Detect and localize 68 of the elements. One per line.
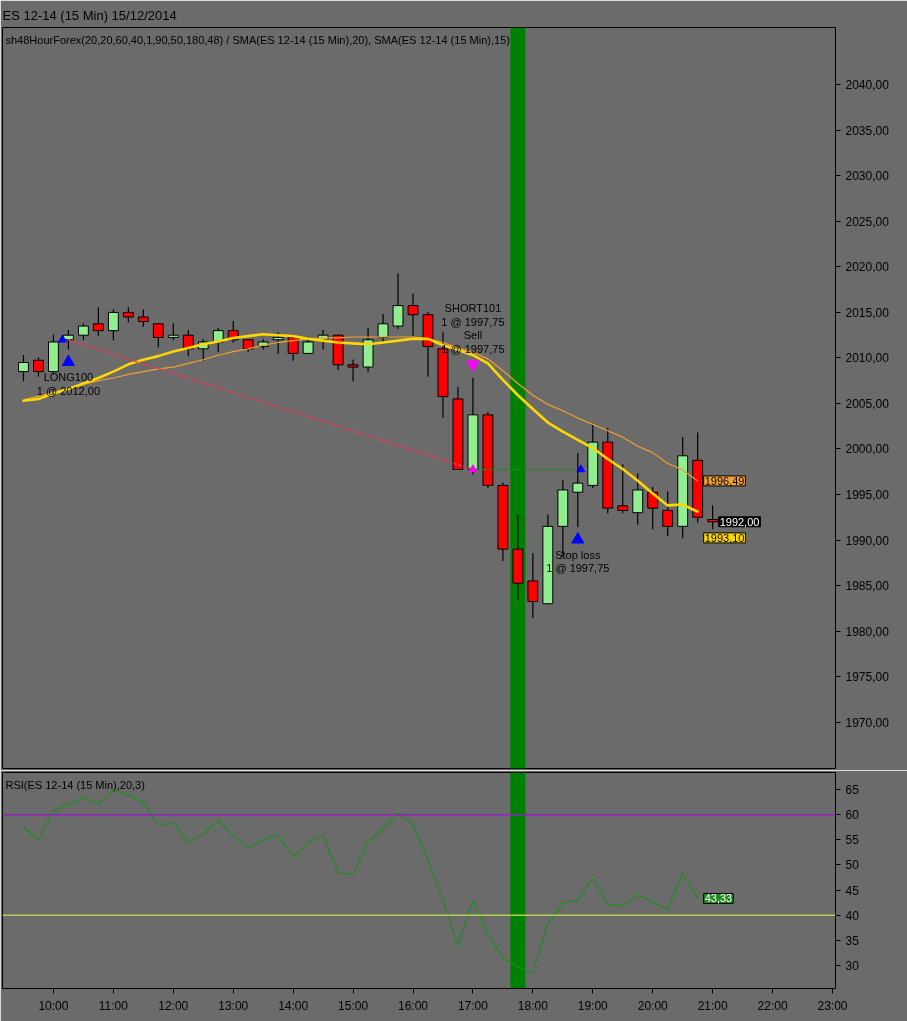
x-tick-label: 11:00 <box>98 998 129 1013</box>
y-tick-label: 1980,00 <box>845 624 890 639</box>
y-tick-label: 1990,00 <box>845 533 890 548</box>
point <box>468 464 478 473</box>
x-tick-label: 22:00 <box>757 998 788 1013</box>
y-tick-label: 60 <box>845 808 860 823</box>
candlestick <box>617 464 629 514</box>
line-series <box>22 332 699 514</box>
x-tick-label: 17:00 <box>457 998 489 1013</box>
x-tick-label: 12:00 <box>158 998 189 1013</box>
candlestick <box>18 355 29 382</box>
x-tick-label: 23:00 <box>817 998 848 1013</box>
x-tick-label: 19:00 <box>577 998 609 1013</box>
point <box>61 354 75 367</box>
chart-title: ES 12-14 (15 Min) 15/12/2014 <box>2 7 177 23</box>
x-tick-label: 21:00 <box>697 998 728 1013</box>
y-tick-label: 45 <box>845 883 860 898</box>
annotation: SHORT101 1 @ 1997,75 Sell 1 @ 1997,75 <box>441 301 505 356</box>
candlestick <box>272 332 284 354</box>
candlestick <box>632 473 644 525</box>
x-tick-label: 16:00 <box>397 998 429 1013</box>
candlestick <box>407 293 419 336</box>
y-tick-label: 50 <box>845 858 860 873</box>
candlestick <box>33 357 44 377</box>
y-tick-label: 2025,00 <box>845 214 890 229</box>
candlestick <box>572 452 584 527</box>
candlestick <box>107 309 119 341</box>
point <box>571 532 585 544</box>
y-tick-label: 40 <box>845 908 860 923</box>
y-tick-label: 2030,00 <box>845 169 890 184</box>
candlestick <box>527 553 539 618</box>
y-tick-label: 1970,00 <box>845 715 890 730</box>
y-tick-label: 65 <box>845 783 860 798</box>
y-tick-label: 2010,00 <box>845 351 890 366</box>
y-tick-label: 55 <box>845 833 860 848</box>
x-tick-label: 15:00 <box>338 998 369 1013</box>
y-tick-label: 2040,00 <box>845 78 890 93</box>
candlestick <box>392 273 404 329</box>
y-tick-label: 1985,00 <box>845 579 890 594</box>
y-tick-label: 1975,00 <box>845 670 890 685</box>
text: 1992,00 <box>719 515 760 528</box>
candlestick <box>377 314 389 343</box>
candlestick <box>92 307 104 336</box>
x-tick-label: 20:00 <box>637 998 669 1013</box>
y-tick-label: 1995,00 <box>845 487 890 502</box>
x-tick-label: 14:00 <box>278 998 309 1013</box>
point <box>576 464 586 473</box>
candlestick <box>662 491 674 537</box>
x-tick-label: 13:00 <box>218 998 249 1013</box>
x-tick-label: 18:00 <box>517 998 549 1013</box>
candlestick <box>347 359 359 382</box>
annotation: Stop loss 1 @ 1997,75 <box>546 548 610 575</box>
text: sh48HourForex(20,20,60,40,1,90,50,180,48) / SMA(ES 12-14 (15 Min),20), SMA(ES 12-14 (15 Min),15) <box>5 33 510 46</box>
data-label: 1996,49 <box>704 474 745 487</box>
y-tick-label: 2000,00 <box>845 442 890 457</box>
y-tick-label: 35 <box>845 933 860 948</box>
x-tick-label: 10:00 <box>38 998 69 1013</box>
y-tick-label: 2005,00 <box>845 396 890 411</box>
data-label: 43,33 <box>704 892 733 905</box>
data-label: 1993,10 <box>704 531 745 544</box>
line-series <box>22 789 699 975</box>
y-tick-label: 2015,00 <box>845 305 890 320</box>
point <box>57 334 67 343</box>
text: RSI(ES 12-14 (15 Min),20,3) <box>5 778 145 791</box>
candlestick <box>152 323 164 348</box>
y-tick-label: 30 <box>845 958 860 973</box>
y-tick-label: 2035,00 <box>845 123 890 138</box>
y-tick-label: 2020,00 <box>845 260 890 275</box>
